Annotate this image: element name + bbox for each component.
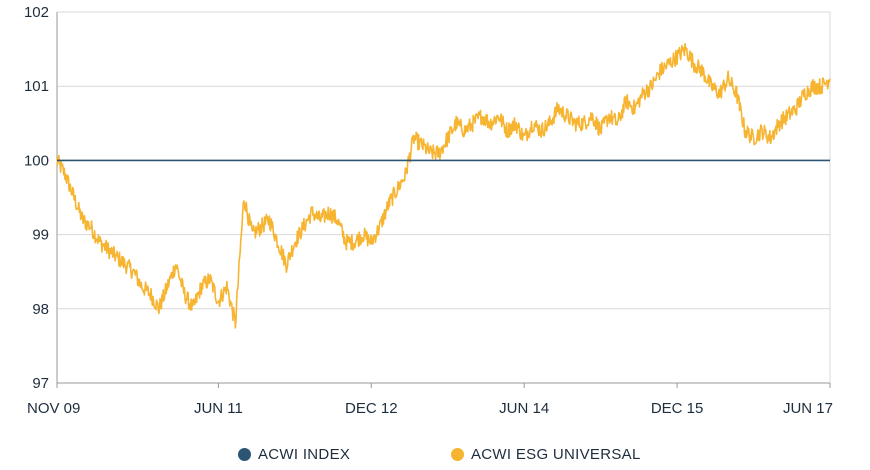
legend-item-index: ACWI INDEX bbox=[238, 446, 350, 463]
legend-marker-index bbox=[238, 448, 251, 461]
y-tick-label: 101 bbox=[24, 78, 49, 95]
series-line-acwi-esg-universal bbox=[56, 42, 831, 329]
x-tick-label: JUN 14 bbox=[499, 400, 549, 417]
series-lines bbox=[56, 42, 831, 329]
y-tick-label: 100 bbox=[24, 152, 49, 169]
y-tick-label: 102 bbox=[24, 4, 49, 21]
x-tick-label: DEC 15 bbox=[651, 400, 704, 417]
axes bbox=[56, 12, 831, 384]
legend-label-esg: ACWI ESG UNIVERSAL bbox=[471, 446, 641, 463]
x-tick-label: JUN 17 bbox=[783, 400, 833, 417]
x-axis-ticks: NOV 09 JUN 11 DEC 12 JUN 14 DEC 15 JUN 17 bbox=[27, 383, 833, 417]
y-tick-label: 98 bbox=[32, 301, 49, 318]
y-tick-label: 97 bbox=[32, 375, 49, 392]
line-chart: 97 98 99 100 101 102 NOV 09 JUN 11 DEC 12 JUN 14… bbox=[24, 4, 833, 417]
y-tick-label: 99 bbox=[32, 227, 49, 244]
x-tick-label: NOV 09 bbox=[27, 400, 80, 417]
legend-marker-esg bbox=[451, 448, 464, 461]
legend: ACWI INDEX ACWI ESG UNIVERSAL bbox=[0, 446, 870, 470]
legend-item-esg: ACWI ESG UNIVERSAL bbox=[451, 446, 641, 463]
y-axis-ticks: 97 98 99 100 101 102 bbox=[24, 4, 49, 392]
x-tick-label: JUN 11 bbox=[194, 400, 243, 417]
legend-label-index: ACWI INDEX bbox=[258, 446, 351, 463]
x-tick-label: DEC 12 bbox=[345, 400, 398, 417]
